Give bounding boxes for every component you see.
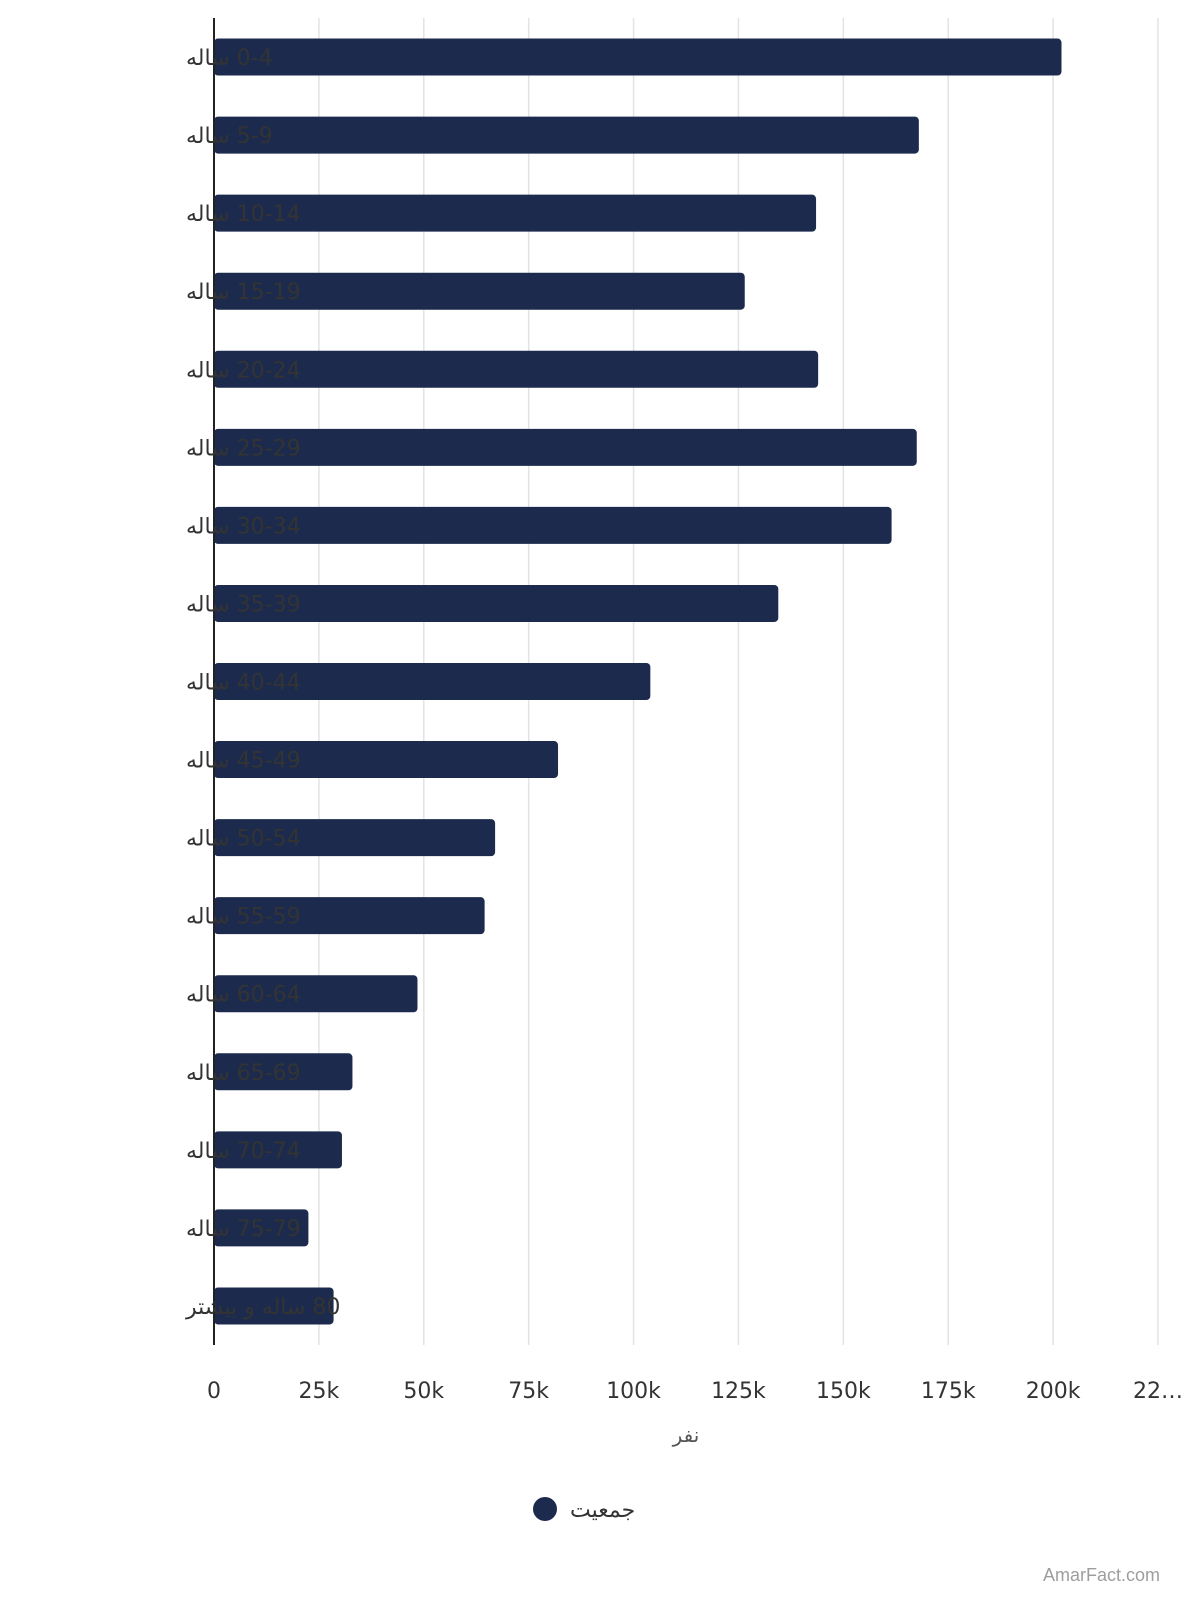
legend-label: جمعیت [570, 1498, 635, 1523]
bar[interactable] [214, 819, 496, 857]
x-tick-label: 150k [816, 1379, 871, 1404]
x-tick-label: 100k [606, 1379, 661, 1404]
bar[interactable] [214, 584, 779, 622]
legend-swatch-icon [533, 1497, 557, 1521]
bar[interactable] [214, 1131, 342, 1169]
bar[interactable] [214, 350, 819, 388]
x-tick-label: 0 [207, 1379, 221, 1404]
x-tick-label: 22… [1133, 1379, 1183, 1404]
category-label: 15-19 ساله [186, 280, 301, 305]
bar[interactable] [214, 975, 418, 1013]
category-label: 75-79 ساله [186, 1217, 301, 1242]
x-tick-label: 125k [711, 1379, 766, 1404]
x-tick-label: 25k [299, 1379, 340, 1404]
bars [214, 38, 1062, 1325]
x-axis-title: نفر [672, 1423, 700, 1447]
category-label: 35-39 ساله [186, 592, 301, 617]
x-tick-label: 200k [1026, 1379, 1081, 1404]
watermark: AmarFact.com [1042, 1565, 1160, 1585]
bar[interactable] [214, 663, 651, 700]
category-labels: 0-4 ساله 5-9 ساله 10-14 ساله 15-19 ساله 20-2… [185, 46, 340, 1320]
category-label: 20-24 ساله [186, 358, 301, 383]
bar[interactable] [214, 1053, 353, 1091]
x-tick-label: 175k [921, 1379, 976, 1404]
bar[interactable] [214, 272, 745, 310]
category-label: 25-29 ساله [186, 436, 301, 461]
category-label: 45-49 ساله [186, 749, 301, 774]
x-tick-labels: 0 25k 50k 75k 100k 125k 150k 175k 200k 22… [207, 1379, 1183, 1404]
category-label: 80 ساله و بیشتر [185, 1295, 340, 1320]
legend[interactable]: جمعیت [533, 1497, 635, 1523]
bar[interactable] [214, 194, 817, 232]
category-label: 10-14 ساله [186, 202, 301, 227]
x-tick-label: 75k [508, 1379, 549, 1404]
category-label: 40-44 ساله [186, 671, 301, 696]
category-label: 0-4 ساله [186, 46, 273, 71]
bar[interactable] [214, 116, 919, 154]
x-tick-label: 50k [403, 1379, 444, 1404]
bar[interactable] [214, 506, 892, 544]
bar[interactable] [214, 428, 917, 466]
category-label: 60-64 ساله [186, 983, 301, 1008]
category-label: 55-59 ساله [186, 905, 301, 930]
category-label: 65-69 ساله [186, 1061, 301, 1086]
bar[interactable] [214, 897, 485, 935]
bar[interactable] [214, 1287, 334, 1325]
category-label: 30-34 ساله [186, 514, 301, 539]
category-label: 5-9 ساله [186, 124, 273, 149]
bar[interactable] [214, 1209, 309, 1247]
category-label: 50-54 ساله [186, 827, 301, 852]
bar[interactable] [214, 741, 559, 779]
category-label: 70-74 ساله [186, 1139, 301, 1164]
bar[interactable] [214, 38, 1062, 76]
